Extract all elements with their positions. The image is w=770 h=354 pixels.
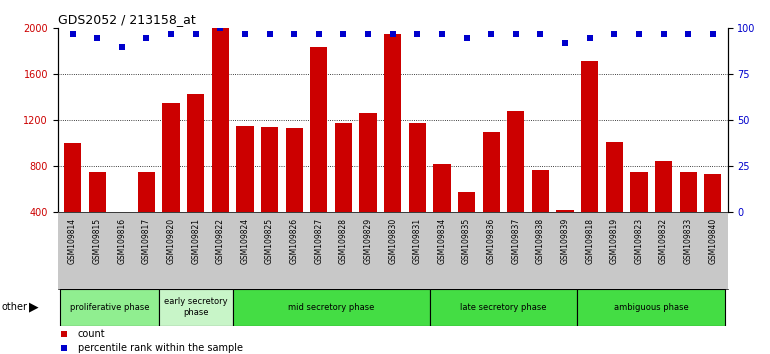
FancyBboxPatch shape — [233, 289, 430, 326]
Text: GSM109826: GSM109826 — [290, 218, 299, 264]
Text: late secretory phase: late secretory phase — [460, 303, 547, 312]
FancyBboxPatch shape — [159, 289, 233, 326]
Text: GSM109836: GSM109836 — [487, 218, 496, 264]
Bar — [557, 210, 574, 212]
Bar — [483, 132, 500, 212]
Text: GSM109832: GSM109832 — [659, 218, 668, 264]
Text: GSM109822: GSM109822 — [216, 218, 225, 264]
Bar — [261, 127, 278, 212]
Text: GSM109825: GSM109825 — [265, 218, 274, 264]
Bar — [507, 111, 524, 212]
Text: GSM109829: GSM109829 — [363, 218, 373, 264]
Text: GSM109830: GSM109830 — [388, 218, 397, 264]
Text: GSM109838: GSM109838 — [536, 218, 545, 264]
Bar — [335, 123, 352, 212]
Text: ambiguous phase: ambiguous phase — [614, 303, 688, 312]
Text: GSM109831: GSM109831 — [413, 218, 422, 264]
Text: GSM109827: GSM109827 — [314, 218, 323, 264]
Text: GSM109815: GSM109815 — [92, 218, 102, 264]
Text: proliferative phase: proliferative phase — [70, 303, 149, 312]
Bar — [705, 175, 721, 212]
Text: GSM109834: GSM109834 — [437, 218, 447, 264]
Text: GSM109839: GSM109839 — [561, 218, 570, 264]
Text: other: other — [2, 302, 28, 312]
Text: GSM109814: GSM109814 — [68, 218, 77, 264]
Text: GSM109819: GSM109819 — [610, 218, 619, 264]
Bar — [606, 142, 623, 212]
Bar — [89, 172, 105, 212]
Bar — [212, 28, 229, 212]
Bar — [360, 114, 377, 212]
Bar — [409, 123, 426, 212]
Text: count: count — [78, 329, 105, 339]
Text: GSM109835: GSM109835 — [462, 218, 471, 264]
FancyBboxPatch shape — [578, 289, 725, 326]
Text: early secretory
phase: early secretory phase — [164, 297, 227, 317]
Bar — [434, 164, 450, 212]
Bar — [286, 129, 303, 212]
Bar — [236, 126, 253, 212]
Text: GSM109821: GSM109821 — [191, 218, 200, 264]
Text: GSM109816: GSM109816 — [117, 218, 126, 264]
Text: GDS2052 / 213158_at: GDS2052 / 213158_at — [58, 13, 196, 26]
Bar — [581, 61, 598, 212]
Text: mid secretory phase: mid secretory phase — [288, 303, 374, 312]
Text: GSM109818: GSM109818 — [585, 218, 594, 264]
Bar — [138, 172, 155, 212]
Bar — [64, 143, 81, 212]
Text: GSM109817: GSM109817 — [142, 218, 151, 264]
Bar — [162, 103, 179, 212]
Text: GSM109837: GSM109837 — [511, 218, 521, 264]
Bar — [532, 170, 549, 212]
Bar — [113, 212, 130, 213]
Text: GSM109833: GSM109833 — [684, 218, 693, 264]
Text: GSM109840: GSM109840 — [708, 218, 718, 264]
Text: percentile rank within the sample: percentile rank within the sample — [78, 343, 243, 353]
Bar — [458, 192, 475, 212]
Text: GSM109828: GSM109828 — [339, 218, 348, 264]
FancyBboxPatch shape — [60, 289, 159, 326]
Bar — [384, 34, 401, 212]
Bar — [187, 94, 204, 212]
Text: GSM109824: GSM109824 — [240, 218, 249, 264]
Bar — [655, 161, 672, 212]
Bar — [631, 172, 648, 212]
Text: GSM109820: GSM109820 — [166, 218, 176, 264]
Text: ▶: ▶ — [29, 301, 38, 314]
FancyBboxPatch shape — [430, 289, 578, 326]
Bar — [310, 47, 327, 212]
Text: GSM109823: GSM109823 — [634, 218, 644, 264]
Bar — [680, 172, 697, 212]
